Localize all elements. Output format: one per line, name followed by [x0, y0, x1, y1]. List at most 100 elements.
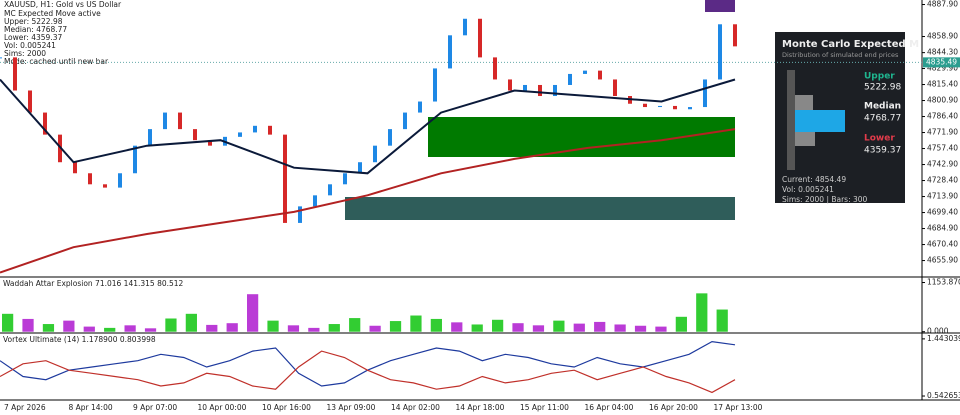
hist-deco — [795, 95, 813, 110]
histogram-bar — [185, 313, 197, 332]
current-price-box — [923, 57, 960, 68]
y-tick-label: 4742.90 — [927, 160, 958, 169]
y-tick-label: 4670.40 — [927, 240, 958, 249]
histogram-bar — [614, 324, 626, 332]
x-tick-label: 17 Apr 13:00 — [714, 403, 763, 412]
y-tick-label: 4713.90 — [927, 192, 958, 201]
histogram-bar — [532, 325, 545, 332]
x-tick-label: 15 Apr 11:00 — [520, 403, 569, 412]
candle — [673, 105, 677, 110]
x-tick-label: 16 Apr 20:00 — [649, 403, 698, 412]
histogram-bar — [267, 320, 279, 332]
y-tick-label: 0.542653 — [927, 391, 960, 400]
candle — [73, 162, 77, 174]
x-tick-label: 14 Apr 02:00 — [391, 403, 440, 412]
candle — [133, 145, 137, 174]
info-line: Vol: 0.005241 — [4, 41, 56, 50]
sims: Sims: 2000 | Bars: 300 — [782, 195, 868, 204]
candle — [373, 145, 377, 163]
info: XAUUSD, H1: Gold vs US Dollar MC Expecte… — [4, 0, 122, 66]
candle — [343, 173, 347, 185]
candle — [163, 112, 167, 130]
hist-deco — [795, 110, 845, 132]
histogram-bar — [430, 318, 442, 332]
candle — [88, 173, 92, 185]
y-tick-label: 4887.90 — [927, 0, 958, 9]
info-line: MC Expected Move active — [4, 9, 101, 18]
zone — [705, 0, 735, 12]
panel-title: Waddah Attar Explosion 71.016 141.315 80… — [3, 279, 184, 288]
histogram-bar — [634, 325, 647, 332]
histogram-bar — [349, 318, 361, 332]
candle — [688, 107, 692, 110]
candle — [403, 112, 407, 130]
hist-deco — [787, 70, 795, 170]
mc-subtitle: Distribution of simulated end prices — [782, 51, 899, 59]
info-line: Sims: 2000 — [4, 49, 46, 58]
candle — [253, 125, 257, 133]
candle — [538, 84, 542, 97]
y-tick-label: 4800.90 — [927, 96, 958, 105]
histogram-bar — [165, 318, 177, 332]
histogram-bar — [594, 321, 606, 332]
y-tick-label: 4844.30 — [927, 48, 958, 57]
candle — [718, 24, 722, 80]
histogram-bar — [328, 324, 340, 332]
candle — [523, 84, 527, 91]
candle — [268, 125, 272, 135]
histogram-bar — [144, 328, 157, 332]
x-tick-label: 16 Apr 04:00 — [585, 403, 634, 412]
info-line: Mode: cached until new bar — [4, 57, 109, 66]
candle — [13, 57, 17, 91]
histogram-bar — [675, 316, 687, 332]
histogram-bar — [471, 324, 483, 332]
mc-panel: Monte Carlo Expected M Distribution of s… — [775, 32, 919, 204]
y-tick-label: 1.443039 — [927, 334, 960, 343]
lower: 4359.37 — [864, 146, 901, 156]
candle — [508, 79, 512, 91]
median-label: Median — [864, 102, 901, 112]
candle — [478, 18, 482, 58]
x-tick-label: 10 Apr 16:00 — [262, 403, 311, 412]
y-tick-label: 4815.40 — [927, 80, 958, 89]
candle — [598, 70, 602, 80]
upper: 5222.98 — [864, 83, 901, 93]
histogram-bar — [83, 326, 95, 332]
candle — [118, 173, 122, 188]
y-tick-label: 4699.40 — [927, 208, 958, 217]
candle — [328, 184, 332, 196]
histogram-bar — [124, 325, 136, 332]
candle — [0, 57, 2, 59]
mc-title: Monte Carlo Expected M — [782, 39, 919, 50]
y-tick-label: 4771.90 — [927, 128, 958, 137]
current: Current: 4854.49 — [782, 175, 846, 184]
chart-title: XAUUSD, H1: Gold vs US Dollar — [4, 0, 122, 9]
upper-label: Upper — [864, 72, 895, 82]
ma-line — [0, 78, 736, 175]
histogram-bar — [573, 323, 585, 332]
y-tick-label: 4757.40 — [927, 144, 958, 153]
current-price-label: 4835.49 — [926, 57, 957, 66]
histogram-bar — [308, 327, 320, 332]
candle — [43, 112, 47, 135]
histogram-bar — [63, 320, 75, 332]
histogram-bar — [226, 323, 238, 332]
candle — [643, 103, 647, 108]
candle — [733, 24, 737, 47]
zone — [345, 197, 735, 220]
y-tick-label: 4684.90 — [927, 224, 958, 233]
candle — [283, 134, 287, 223]
hist-deco — [795, 132, 815, 146]
candle — [703, 79, 707, 108]
x-tick-label: 13 Apr 09:00 — [327, 403, 376, 412]
histogram-bar — [104, 327, 116, 332]
histogram-bar — [22, 318, 34, 332]
candle — [148, 129, 152, 146]
candle — [313, 195, 317, 207]
candle — [448, 35, 452, 69]
histogram-bar — [492, 319, 504, 332]
candle — [388, 129, 392, 146]
candle — [553, 84, 557, 97]
candle — [583, 70, 587, 74]
